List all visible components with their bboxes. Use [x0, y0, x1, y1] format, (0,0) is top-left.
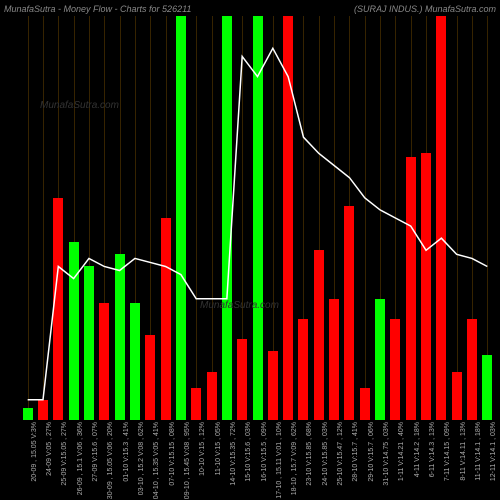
x-axis-label: 23-10 V:15.85 , 68%: [306, 422, 313, 486]
money-flow-chart: [20, 16, 495, 420]
x-axis-label: 01-10 V:15.3 , 41%: [123, 422, 130, 482]
x-axis-label: 7-11 V:14.15 , 09%: [444, 422, 451, 481]
x-axis-label: 17-10 , 15.11 V:01 , 10%: [276, 422, 283, 499]
header-left: MunafaSutra - Money Flow - Charts for 52…: [4, 4, 191, 14]
header-right: (SURAJ INDUS.) MunafaSutra.com: [354, 4, 496, 14]
x-axis-label: 03-10 , 15.2 V:08 , 62%: [138, 422, 145, 495]
x-axis-label: 09-10 , 15.45 V:08 , 95%: [184, 422, 191, 499]
x-axis-label: 24-10 V:15.85 , 03%: [322, 422, 329, 486]
x-axis-label: 25-09 V:15.05 , 27%: [61, 422, 68, 486]
x-axis-label: 25-10 V:15.47 , 12%: [337, 422, 344, 486]
x-axis-label: 04-10 , 15.35 V:05 , 41%: [153, 422, 160, 499]
x-axis-label: 26-09 , 15.1 V:06 , 36%: [77, 422, 84, 495]
x-axis-label: 20-09 , 15.05 V:3%: [31, 422, 38, 482]
x-axis-label: 12-11 V:14.1 , 03%: [490, 422, 497, 481]
chart-header: MunafaSutra - Money Flow - Charts for 52…: [4, 4, 496, 14]
x-axis-label: 28-10 V:15.7 , 41%: [352, 422, 359, 482]
x-axis-label: 30-09 , 15.05 V:06 , 20%: [107, 422, 114, 499]
x-axis-label: 18-10 , 15.7 V:09 , 62%: [291, 422, 298, 495]
x-axis-label: 11-11 V:14.1 , 18%: [475, 422, 482, 481]
x-axis-label: 10-10 V:15 , 12%: [199, 422, 206, 476]
x-axis-labels: 20-09 , 15.05 V:3% 24-09 V:05 , 27% 25-09 …: [20, 420, 495, 500]
x-axis-label: 07-10 V:15.15 , 08%: [169, 422, 176, 486]
x-axis-label: 11-10 V:15 , 05%: [215, 422, 222, 475]
x-axis-label: 14-10 V:15.35 , 72%: [230, 422, 237, 486]
x-axis-label: 8-11 V:14.11 , 13%: [460, 422, 467, 481]
x-axis-label: 27-09 V:15.6 , 07%: [92, 422, 99, 482]
x-axis-label: 24-09 V:05 , 27%: [46, 422, 53, 476]
x-axis-label: 1-11 V:14.21 , 40%: [398, 422, 405, 481]
price-line: [20, 16, 495, 420]
x-axis-label: 15-10 V:15.6 , 03%: [245, 422, 252, 482]
x-axis-label: 6-11 V:14.3 , 13%: [429, 422, 436, 477]
x-axis-label: 16-10 V:15.5 , 09%: [261, 422, 268, 482]
x-axis-label: 4-11 V:14.2 , 18%: [414, 422, 421, 477]
x-axis-label: 31-10 V:14.75 , 03%: [383, 422, 390, 486]
x-axis-label: 29-10 V:15.7 , 06%: [368, 422, 375, 482]
